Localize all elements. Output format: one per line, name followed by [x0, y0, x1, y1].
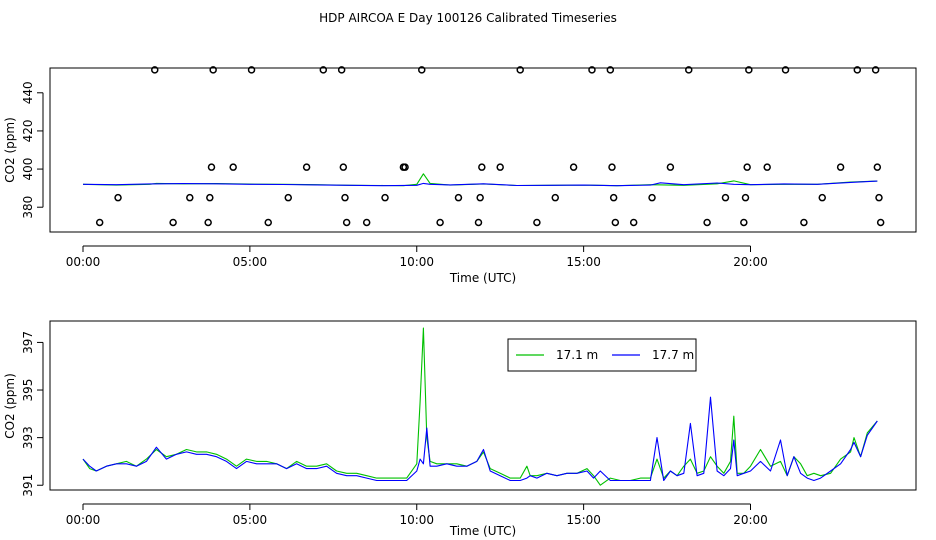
calibration-point	[339, 163, 348, 171]
legend-label-17-1m: 17.1 m	[556, 348, 598, 362]
calibration-point	[206, 193, 214, 202]
top-y-axis-label: CO2 (ppm)	[3, 117, 17, 183]
calibration-point	[341, 193, 349, 202]
calibration-point	[474, 218, 483, 227]
bottom-y-tick-label: 395	[21, 379, 35, 402]
chart-title: HDP AIRCOA E Day 100126 Calibrated Times…	[319, 11, 617, 25]
top-x-tick-label: 20:00	[733, 255, 768, 269]
bottom-x-axis-label: Time (UTC)	[449, 524, 516, 538]
calibration-point	[207, 163, 216, 171]
calibration-point	[533, 218, 541, 227]
calibration-point	[609, 193, 618, 202]
calibration-point	[551, 193, 560, 202]
calibration-point	[608, 163, 616, 171]
bottom-y-ticks: 391 393 395 397	[21, 331, 44, 497]
calibration-point	[781, 66, 790, 74]
calibration-point	[703, 218, 711, 227]
calibration-point	[337, 66, 346, 74]
top-x-tick-label: 10:00	[399, 255, 434, 269]
calibration-point	[516, 66, 524, 74]
calibration-point	[418, 66, 426, 74]
calibration-point	[436, 218, 444, 227]
top-series-line-2	[82, 180, 878, 187]
calibration-point	[763, 163, 771, 171]
calibration-point	[648, 193, 656, 202]
top-calibration-points	[95, 66, 885, 227]
calibration-point	[476, 193, 484, 202]
calibration-point	[186, 193, 194, 202]
calibration-point	[362, 218, 371, 227]
calibration-point	[209, 66, 217, 74]
bottom-x-tick-label: 15:00	[566, 513, 601, 527]
bottom-y-tick-label: 393	[21, 426, 35, 449]
calibration-point	[302, 163, 311, 171]
calibration-point	[800, 218, 808, 227]
calibration-point	[853, 66, 862, 74]
top-y-tick-label: 420	[21, 119, 35, 142]
top-y-tick-label: 380	[21, 196, 35, 219]
bottom-series-line-2	[82, 396, 878, 482]
bottom-y-tick-label: 397	[21, 331, 35, 354]
bottom-panel: Time (UTC) CO2 (ppm) 00:00 05:00 10:00 15:0…	[3, 320, 917, 538]
calibration-point	[454, 193, 463, 202]
bottom-y-tick-label: 391	[21, 474, 35, 497]
calibration-point	[685, 66, 693, 74]
calibration-point	[873, 163, 882, 171]
bottom-x-tick-label: 05:00	[233, 513, 268, 527]
bottom-x-tick-label: 00:00	[66, 513, 101, 527]
calibration-point	[401, 163, 409, 171]
calibration-point	[740, 218, 748, 227]
calibration-point	[836, 163, 845, 171]
bottom-series	[82, 327, 878, 486]
bottom-y-axis-label: CO2 (ppm)	[3, 373, 17, 439]
calibration-point	[204, 218, 212, 227]
calibration-point	[871, 66, 880, 74]
bottom-x-tick-label: 20:00	[733, 513, 768, 527]
bottom-series-line-1	[82, 327, 878, 486]
legend: 17.1 m 17.7 m	[507, 338, 697, 372]
top-plot-box	[49, 67, 917, 233]
calibration-point	[114, 193, 122, 202]
bottom-plot-box	[49, 320, 917, 491]
calibration-point	[745, 66, 753, 74]
top-x-tick-label: 00:00	[66, 255, 101, 269]
calibration-point	[284, 193, 293, 202]
calibration-point	[606, 66, 615, 74]
calibration-point	[478, 163, 486, 171]
calibration-point	[588, 66, 596, 74]
calibration-point	[875, 193, 883, 202]
legend-label-17-7m: 17.7 m	[652, 348, 694, 362]
top-series	[82, 173, 878, 187]
calibration-point	[721, 193, 730, 202]
calibration-point	[569, 163, 578, 171]
calibration-point	[666, 163, 675, 171]
calibration-point	[151, 66, 159, 74]
bottom-x-ticks: 00:00 05:00 10:00 15:00 20:00	[66, 503, 768, 527]
top-x-tick-label: 15:00	[566, 255, 601, 269]
calibration-point	[611, 218, 620, 227]
calibration-point	[169, 218, 177, 227]
calibration-point	[743, 163, 751, 171]
calibration-point	[496, 163, 504, 171]
top-y-tick-label: 400	[21, 158, 35, 181]
top-panel: Time (UTC) CO2 (ppm) 00:00 05:00 10:00 15:0…	[3, 66, 917, 285]
calibration-point	[818, 193, 827, 202]
calibration-point	[247, 66, 256, 74]
calibration-point	[876, 218, 885, 227]
top-x-axis-label: Time (UTC)	[449, 271, 516, 285]
top-x-tick-label: 05:00	[233, 255, 268, 269]
calibration-point	[741, 193, 750, 202]
calibration-point	[229, 163, 237, 171]
top-y-tick-label: 440	[21, 81, 35, 104]
top-y-ticks: 380 400 420 440	[21, 81, 44, 219]
calibration-point	[381, 193, 389, 202]
bottom-x-tick-label: 10:00	[399, 513, 434, 527]
top-x-ticks: 00:00 05:00 10:00 15:00 20:00	[66, 245, 768, 269]
calibration-point	[319, 66, 328, 74]
calibration-point	[342, 218, 351, 227]
calibration-point	[95, 218, 104, 227]
calibration-point	[629, 218, 638, 227]
calibration-point	[264, 218, 272, 227]
